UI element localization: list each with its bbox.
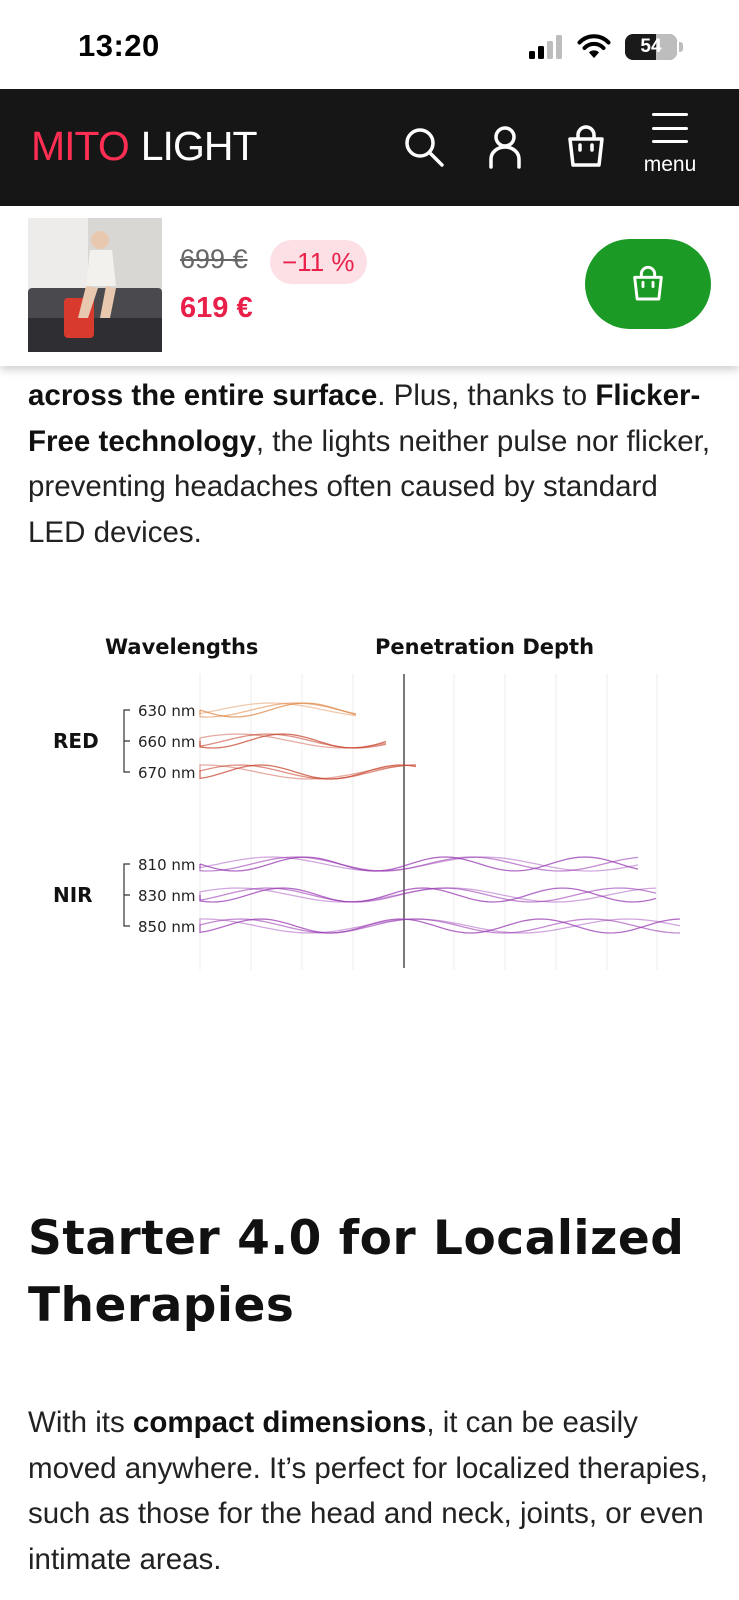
wave-line — [199, 887, 657, 903]
wave-line — [199, 702, 357, 717]
old-price: 699 € — [180, 244, 248, 274]
wave-line — [199, 856, 639, 872]
signal-icon — [529, 35, 562, 59]
cart-icon — [633, 265, 663, 301]
wave-line — [199, 918, 681, 934]
battery-level: 54 — [640, 36, 662, 57]
section-text-1: With its — [28, 1406, 133, 1439]
wavelength-label: 630 nm — [138, 702, 196, 720]
intro-bold-2: Flicker-Free technology — [28, 379, 701, 458]
wavelength-diagram: Wavelengths Penetration Depth RED 630 nm 6… — [0, 630, 739, 1000]
wave-line — [199, 764, 417, 780]
status-time: 13:20 — [78, 28, 160, 63]
logo-brand: MITO — [31, 123, 130, 169]
diagram-heading-depth: Penetration Depth — [375, 635, 594, 659]
diagram-heading-wavelengths: Wavelengths — [105, 635, 258, 659]
product-thumbnail[interactable] — [28, 218, 162, 352]
discount-badge: −11 % — [270, 240, 367, 284]
section-heading: Starter 4.0 for Localized Therapies — [28, 1211, 685, 1333]
group-bracket — [123, 863, 130, 927]
wave-line — [199, 856, 639, 872]
wavelength-label: 830 nm — [138, 887, 196, 905]
battery-icon: 54 — [625, 34, 677, 60]
search-icon[interactable] — [400, 123, 448, 171]
wave-line — [199, 733, 387, 749]
wave-line — [199, 918, 681, 934]
cart-icon[interactable] — [562, 123, 610, 171]
wavelength-label: 670 nm — [138, 764, 196, 782]
current-price: 619 € — [180, 292, 253, 324]
wavelength-label: 660 nm — [138, 733, 196, 751]
intro-text-2: , the lights neither pulse nor flicker, … — [28, 424, 711, 549]
wave-line — [199, 764, 417, 780]
wavelength-label: 850 nm — [138, 918, 196, 936]
section-bold-1: compact dimensions — [132, 1406, 427, 1439]
group-label-red: RED — [53, 729, 99, 753]
account-icon[interactable] — [481, 123, 529, 171]
wave-line — [199, 702, 357, 718]
menu-button[interactable]: menu — [630, 113, 710, 193]
intro-bold-1: across the entire surface — [28, 379, 378, 412]
add-to-cart-button[interactable] — [585, 239, 711, 329]
wifi-icon — [577, 34, 611, 58]
site-header: MITO LIGHT menu — [0, 89, 739, 206]
status-bar: 13:20 54 — [0, 0, 739, 89]
site-logo[interactable]: MITO LIGHT — [31, 123, 257, 170]
group-bracket — [123, 709, 130, 773]
wavelength-label: 810 nm — [138, 856, 196, 874]
status-icons: 54 — [529, 34, 683, 60]
wave-line — [199, 918, 681, 934]
wave-line — [199, 887, 657, 903]
sticky-product-bar: 699 € −11 % 619 € — [0, 206, 739, 366]
wave-line — [199, 887, 657, 903]
intro-text-1: . Plus, thanks to — [377, 379, 588, 412]
hamburger-icon — [652, 113, 688, 143]
wave-line — [199, 733, 387, 749]
logo-sub: LIGHT — [140, 123, 258, 169]
menu-label: menu — [643, 153, 697, 176]
section-text-2: , it can be easily moved anywhere. It’s … — [28, 1406, 708, 1576]
intro-paragraph: across the entire surface. Plus, thanks … — [28, 373, 718, 555]
wave-line — [199, 856, 639, 872]
wave-line — [199, 764, 417, 780]
section-paragraph: With its compact dimensions, it can be e… — [28, 1400, 718, 1582]
group-label-nir: NIR — [53, 883, 93, 907]
wave-line — [199, 702, 357, 718]
